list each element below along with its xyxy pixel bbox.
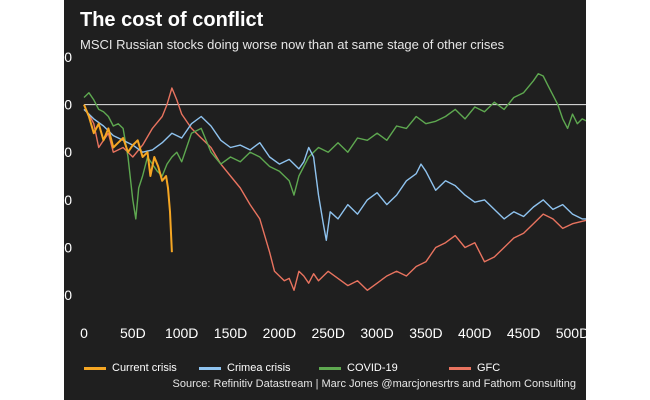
series-line-covid-19 bbox=[83, 72, 586, 220]
x-tick-label: 350D bbox=[409, 325, 442, 341]
series-line-crimea-crisis bbox=[83, 108, 586, 242]
y-tick-label: -80 bbox=[64, 287, 72, 303]
legend-item-current-crisis: Current crisis bbox=[84, 362, 177, 374]
y-tick-label: 0 bbox=[64, 97, 72, 113]
legend-label: Current crisis bbox=[112, 362, 177, 374]
x-tick-label: 250D bbox=[311, 325, 344, 341]
x-tick-label: 150D bbox=[214, 325, 247, 341]
y-tick-label: -60 bbox=[64, 239, 72, 255]
legend-swatch-covid-19 bbox=[319, 366, 341, 370]
x-tick-label: 450D bbox=[507, 325, 540, 341]
line-chart: 20 0 -20 -40 -60 -80 0 50D 100D 150D 200D 250D 300D… bbox=[64, 49, 586, 341]
legend-swatch-crimea-crisis bbox=[199, 366, 221, 370]
x-tick-label: 200D bbox=[263, 325, 296, 341]
series-group bbox=[83, 72, 586, 291]
legend-label: COVID-19 bbox=[347, 362, 398, 374]
legend-item-covid-19: COVID-19 bbox=[319, 362, 398, 374]
y-tick-label: -20 bbox=[64, 144, 72, 160]
source-note: Source: Refinitiv Datastream | Marc Jone… bbox=[172, 378, 576, 390]
series-line-current-crisis bbox=[83, 104, 173, 253]
y-axis: 20 0 -20 -40 -60 -80 bbox=[64, 49, 72, 303]
chart-title: The cost of conflict bbox=[80, 9, 264, 31]
legend-label: Crimea crisis bbox=[227, 362, 291, 374]
legend-label: GFC bbox=[477, 362, 501, 374]
x-axis: 0 50D 100D 150D 200D 250D 300D 350D 400D 450D 500D bbox=[80, 325, 586, 341]
x-tick-label: 400D bbox=[458, 325, 491, 341]
x-tick-label: 0 bbox=[80, 325, 88, 341]
y-tick-label: -40 bbox=[64, 192, 72, 208]
x-tick-label: 500D bbox=[556, 325, 586, 341]
chart-subtitle: MSCI Russian stocks doing worse now than… bbox=[80, 37, 505, 52]
x-tick-label: 50D bbox=[120, 325, 146, 341]
x-tick-label: 100D bbox=[165, 325, 198, 341]
legend-swatch-current-crisis bbox=[84, 366, 106, 370]
series-line-gfc bbox=[83, 87, 586, 291]
legend-item-crimea-crisis: Crimea crisis bbox=[199, 362, 291, 374]
chart-frame: The cost of conflict MSCI Russian stocks… bbox=[64, 0, 586, 400]
y-tick-label: 20 bbox=[64, 49, 72, 65]
legend-item-gfc: GFC bbox=[449, 362, 500, 374]
legend-swatch-gfc bbox=[449, 366, 471, 370]
x-tick-label: 300D bbox=[360, 325, 393, 341]
